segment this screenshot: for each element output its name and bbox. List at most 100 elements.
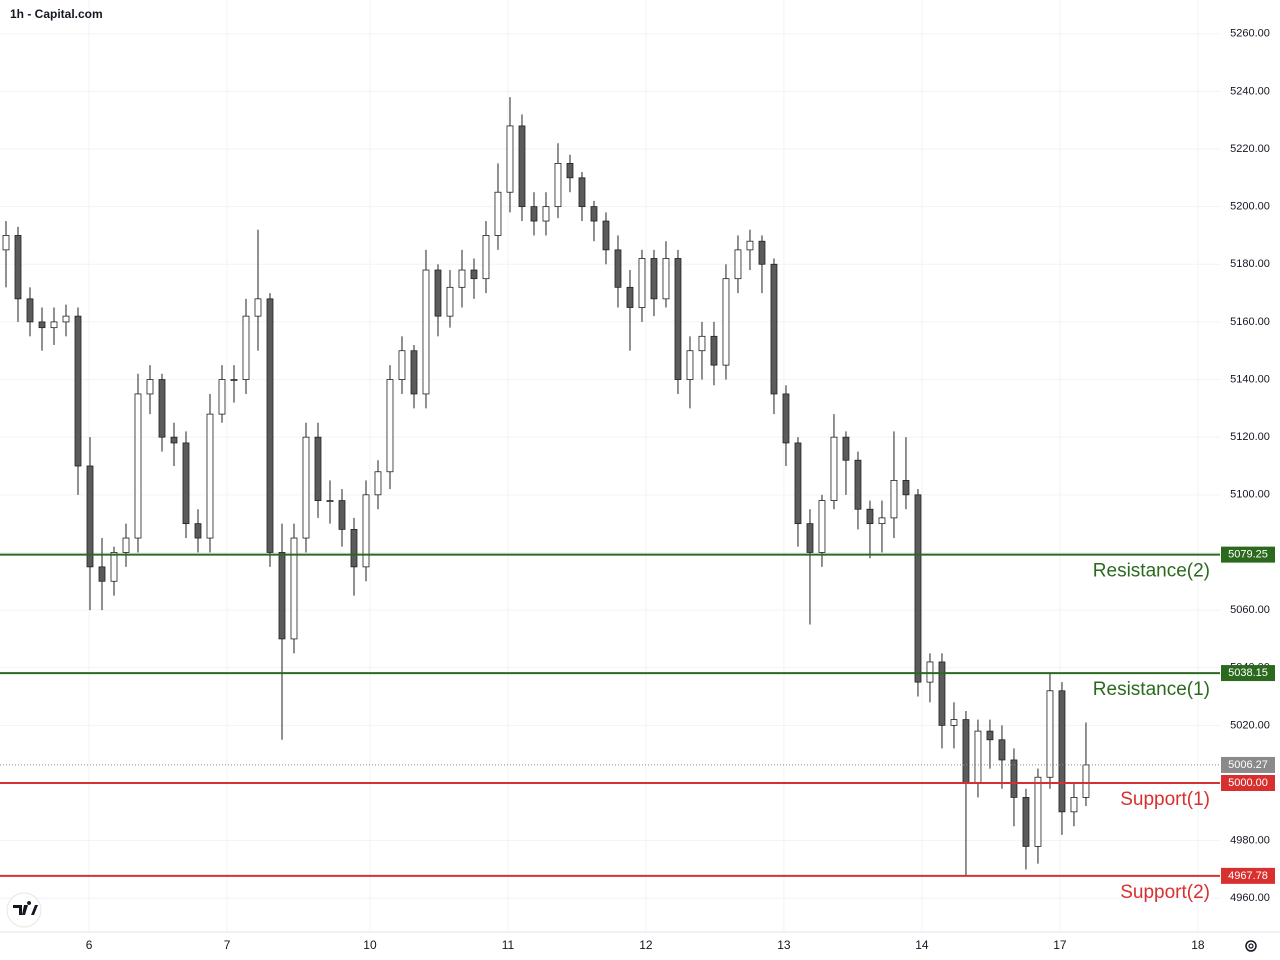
candle-body [842, 436, 850, 461]
y-tick-label: 5060.00 [1230, 604, 1270, 616]
candle-body [2, 235, 10, 251]
candle-body [206, 413, 214, 539]
level-value-label: 5038.15 [1228, 667, 1268, 679]
candle-body [26, 298, 34, 323]
candle-body [554, 163, 562, 208]
candle-body [374, 471, 382, 496]
candle-body [722, 278, 730, 366]
candle-body [218, 379, 226, 415]
candle-body [146, 379, 154, 395]
candle-body [194, 523, 202, 539]
candle-body [422, 269, 430, 395]
candle-body [734, 249, 742, 280]
candle-body [650, 258, 658, 300]
candle-body [446, 286, 454, 317]
candle-body [518, 125, 526, 208]
candle-body [638, 258, 646, 308]
level-badge [1221, 665, 1275, 682]
candle-body [458, 269, 466, 288]
x-tick-label: 12 [639, 938, 653, 952]
candle-body [398, 350, 406, 380]
level-name: Resistance(1) [1093, 679, 1210, 700]
candle-body [494, 191, 502, 236]
candle-body [806, 523, 814, 553]
candle-body [998, 739, 1006, 761]
candle-body [1022, 797, 1030, 847]
last-price-label: 5006.27 [1228, 759, 1268, 771]
level-badge [1221, 546, 1275, 563]
candle-body [242, 315, 250, 380]
logo [6, 892, 42, 928]
candle-body [350, 529, 358, 568]
candle-body [974, 730, 982, 784]
marks [2, 97, 1090, 876]
candle-body [566, 163, 574, 179]
candle-body [170, 436, 178, 444]
candle-body [746, 240, 754, 251]
grid [0, 0, 1220, 932]
y-tick-label: 5220.00 [1230, 143, 1270, 155]
candle-body [926, 661, 934, 683]
candle-body [986, 730, 994, 741]
x-tick-label: 17 [1053, 938, 1067, 952]
y-tick-label: 5260.00 [1230, 28, 1270, 40]
candle-body [74, 315, 82, 467]
level-name: Resistance(2) [1093, 561, 1210, 582]
settings-icon[interactable] [1245, 940, 1257, 952]
candle-body [794, 442, 802, 525]
level-name: Support(2) [1120, 882, 1210, 903]
candle-body [818, 500, 826, 553]
candle-body [86, 465, 94, 568]
candle-body [1070, 797, 1078, 813]
level-value-label: 4967.78 [1228, 870, 1268, 882]
x-tick-label: 6 [86, 938, 93, 952]
candle-body [470, 269, 478, 280]
level-badge [1221, 867, 1275, 884]
y-tick-label: 5200.00 [1230, 201, 1270, 213]
candle-body [830, 436, 838, 501]
x-tick-label: 14 [915, 938, 929, 952]
candle-body [302, 436, 310, 539]
candle-body [62, 315, 70, 323]
x-tick-label: 7 [224, 938, 231, 952]
candle-body [134, 393, 142, 539]
candle-body [14, 235, 22, 300]
x-tick-label: 18 [1191, 938, 1205, 952]
candle-body [854, 459, 862, 510]
y-tick-label: 5120.00 [1230, 431, 1270, 443]
x-tick-label: 10 [363, 938, 377, 952]
candle-body [626, 286, 634, 308]
candle-body [590, 206, 598, 222]
candle-body [686, 350, 694, 380]
candle-body [122, 537, 130, 553]
y-tick-label: 5100.00 [1230, 489, 1270, 501]
candle-body [338, 500, 346, 530]
candle-body [878, 517, 886, 525]
candle-body [362, 494, 370, 568]
candle-body [182, 442, 190, 525]
candle-body [482, 235, 490, 280]
candle-body [710, 335, 718, 366]
candle-body [770, 263, 778, 395]
y-tick-label: 5140.00 [1230, 373, 1270, 385]
level-badge [1221, 775, 1275, 792]
candle-body [698, 335, 706, 352]
y-tick-label: 5180.00 [1230, 258, 1270, 270]
candle-body [530, 206, 538, 222]
y-tick-label: 5240.00 [1230, 85, 1270, 97]
chart-title: 1h - Capital.com [10, 7, 103, 21]
candle-body [578, 177, 586, 208]
candle-body [614, 249, 622, 288]
candle-body [290, 537, 298, 640]
candle-body [1058, 690, 1066, 813]
last-price-badge [1221, 756, 1275, 773]
candle-body [542, 206, 550, 222]
candle-body [50, 321, 58, 329]
candle-body [434, 269, 442, 317]
y-tick-label: 5160.00 [1230, 316, 1270, 328]
x-tick-label: 11 [502, 938, 515, 952]
candle-body [278, 552, 286, 640]
candle-body [914, 494, 922, 683]
candle-body [38, 321, 46, 329]
